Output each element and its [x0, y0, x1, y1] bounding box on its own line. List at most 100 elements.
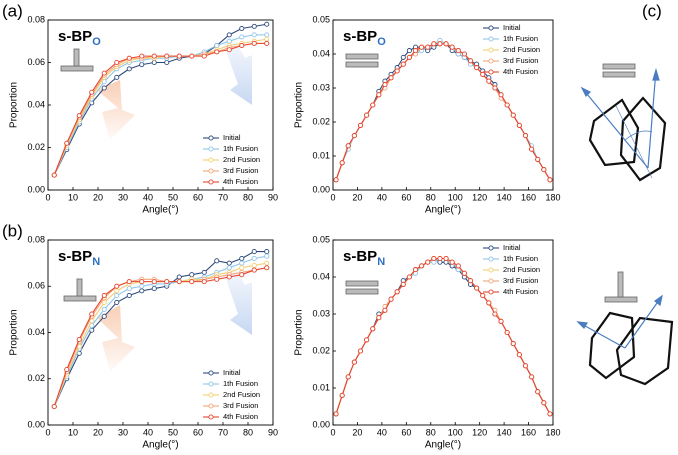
legend-label: 1th Fusion	[503, 254, 538, 263]
x-tick-label: 90	[268, 427, 278, 437]
data-point	[214, 258, 220, 264]
x-tick-label: 30	[118, 192, 128, 202]
data-point	[251, 40, 257, 46]
data-point	[449, 44, 455, 50]
data-point	[370, 102, 376, 108]
data-point	[139, 283, 145, 289]
legend-marker	[208, 392, 214, 398]
legend-label: 2nd Fusion	[503, 265, 540, 274]
data-point	[101, 85, 107, 91]
y-tick-label: 0.00	[27, 419, 45, 429]
x-tick-label: 20	[352, 192, 362, 202]
data-point	[264, 21, 270, 27]
x-tick-label: 60	[401, 192, 411, 202]
data-point	[176, 279, 182, 285]
data-point	[400, 54, 406, 60]
data-point	[226, 47, 232, 53]
y-tick-label: 0.01	[312, 150, 330, 160]
x-tick-label: 60	[401, 427, 411, 437]
data-point	[264, 260, 270, 266]
legend-label: 2nd Fusion	[503, 45, 540, 54]
panel-label: (a)	[2, 1, 23, 20]
legend-marker	[208, 381, 214, 387]
data-point	[510, 112, 516, 118]
legend-label: 3rd Fusion	[223, 401, 258, 410]
legend-marker	[208, 146, 214, 152]
title-main: s-BP	[343, 28, 377, 45]
panel-label: (c)	[642, 1, 662, 20]
title-subscript: N	[92, 256, 100, 268]
title-subscript: N	[377, 256, 385, 268]
legend-marker	[208, 135, 214, 141]
data-point	[264, 253, 270, 259]
legend-label: 3rd Fusion	[503, 56, 538, 65]
legend-marker	[208, 414, 214, 420]
data-point	[449, 259, 455, 265]
data-point	[400, 61, 406, 67]
x-tick-label: 40	[377, 192, 387, 202]
data-point	[264, 32, 270, 38]
legend-label: 4th Fusion	[223, 412, 258, 421]
data-point	[357, 348, 364, 354]
data-point	[498, 318, 504, 324]
y-tick-label: 0.06	[27, 281, 45, 291]
legend-marker	[488, 47, 494, 53]
legend-marker	[208, 370, 214, 376]
trend-arrow	[97, 80, 135, 140]
x-tick-label: 120	[472, 427, 487, 437]
title-main: s-BP	[58, 28, 92, 45]
data-point	[239, 34, 245, 40]
data-point	[164, 279, 170, 285]
data-point	[251, 255, 257, 262]
data-point	[492, 311, 498, 317]
data-point	[101, 313, 107, 319]
data-point	[126, 286, 132, 292]
legend-label: 3rd Fusion	[223, 166, 258, 175]
data-point	[486, 78, 492, 84]
x-tick-label: 0	[45, 427, 50, 437]
legend-label: 1th Fusion	[223, 379, 258, 388]
y-tick-label: 0.01	[312, 382, 330, 392]
data-point	[412, 267, 419, 273]
y-tick-label: 0.02	[312, 345, 330, 355]
data-point	[406, 274, 412, 280]
data-point	[541, 400, 547, 406]
data-point	[139, 53, 145, 59]
x-tick-label: 180	[545, 427, 560, 437]
data-point	[388, 75, 394, 81]
data-point	[351, 133, 357, 139]
data-point	[474, 285, 480, 291]
data-point	[114, 283, 120, 289]
legend-marker	[208, 179, 214, 185]
data-point	[176, 274, 182, 280]
data-point	[382, 82, 388, 88]
data-point	[139, 288, 145, 294]
data-point	[339, 160, 345, 166]
data-point	[394, 289, 400, 295]
x-tick-label: 10	[68, 192, 78, 202]
data-point	[547, 177, 553, 183]
data-point	[126, 66, 132, 72]
data-point	[529, 374, 535, 380]
data-point	[443, 255, 449, 262]
data-point	[522, 363, 529, 369]
y-axis-label: Proportion	[9, 309, 20, 355]
data-point	[239, 255, 245, 262]
data-point	[151, 279, 157, 285]
data-point	[364, 337, 370, 343]
data-point	[412, 48, 419, 54]
legend-marker	[488, 69, 494, 75]
legend-label: Initial	[223, 368, 241, 377]
data-point	[176, 53, 182, 59]
legend-marker	[208, 403, 214, 409]
x-tick-label: 60	[193, 192, 203, 202]
legend-label: 4th Fusion	[223, 177, 258, 186]
data-point	[226, 260, 232, 266]
data-point	[126, 292, 132, 299]
x-tick-label: 50	[168, 427, 178, 437]
data-point	[239, 260, 245, 266]
data-point	[443, 41, 449, 47]
data-point	[139, 62, 145, 68]
y-tick-label: 0.08	[27, 14, 45, 24]
data-point	[164, 59, 170, 66]
